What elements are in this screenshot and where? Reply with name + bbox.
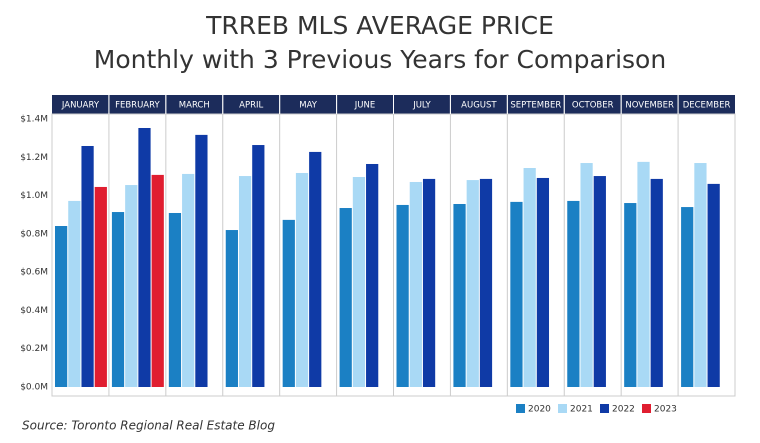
bar [55,226,68,387]
bar [624,203,637,387]
bar [681,207,694,387]
chart-title: TRREB MLS AVERAGE PRICE [205,11,554,40]
bar [151,174,164,387]
bar [295,172,309,387]
bar [593,176,606,387]
y-tick-label: $0.8M [20,229,48,239]
legend-label: 2021 [570,405,593,415]
source: Source: Toronto Regional Real Estate Blo… [22,419,275,433]
bar [479,178,493,387]
bar [466,180,479,387]
bar [707,183,720,387]
bar [580,163,593,387]
category-label: JANUARY [61,101,100,111]
bar [694,163,707,387]
y-tick-label: $1.0M [20,191,48,201]
bar [68,200,81,387]
bar [238,176,252,387]
category-label: APRIL [239,101,263,111]
bar [422,178,436,387]
legend-swatch [600,404,609,413]
category-label: SEPTEMBER [510,101,561,111]
category-label: FEBRUARY [115,101,160,111]
bar [168,212,182,387]
bar [252,145,265,387]
bar [536,177,550,387]
bar [339,208,352,387]
bar [94,186,107,387]
legend-swatch [516,404,525,413]
bar [650,178,663,387]
bar [523,168,536,387]
legend-label: 2023 [654,405,677,415]
bar [453,203,466,387]
legend-label: 2022 [612,405,635,415]
y-tick-label: $1.2M [20,153,48,163]
chart-subtitle: Monthly with 3 Previous Years for Compar… [94,45,666,74]
bar [366,163,379,387]
bar [195,134,208,387]
bar [182,173,195,387]
y-tick-label: $0.4M [20,306,48,316]
category-label: AUGUST [461,101,497,111]
category-label: MAY [299,101,317,111]
bar [510,201,523,387]
legend-swatch [642,404,651,413]
bar [282,219,295,387]
bar [396,204,409,387]
category-label: DECEMBER [683,101,731,111]
bar [637,161,650,387]
legend-label: 2020 [528,405,551,415]
bar [138,127,151,388]
bar [81,145,94,387]
bar [309,151,322,387]
bar [567,200,580,387]
bar [225,230,238,387]
category-label: JULY [412,101,431,111]
y-tick-label: $0.6M [20,268,48,278]
y-tick-label: $0.0M [20,383,48,393]
y-tick-label: $0.2M [20,344,48,354]
bar [111,212,125,387]
category-label: MARCH [179,101,210,111]
category-label: NOVEMBER [625,101,674,111]
y-tick-label: $1.4M [20,115,48,125]
category-label: JUNE [354,101,375,111]
legend-swatch [558,404,567,413]
bar [352,177,366,387]
bar [409,181,422,387]
category-label: OCTOBER [572,101,614,111]
bar [125,185,138,387]
